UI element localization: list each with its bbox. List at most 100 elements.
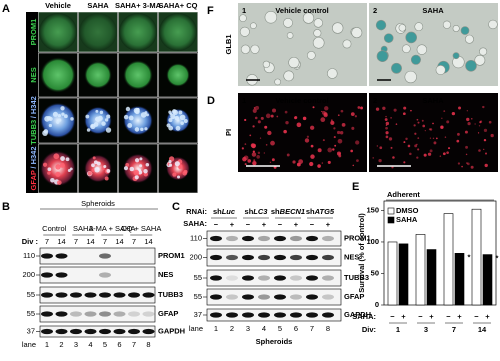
nucleus	[466, 117, 470, 122]
cell	[312, 36, 325, 49]
nucleus	[385, 124, 388, 126]
div-label: Div :	[22, 237, 38, 246]
group-label: Spheroids	[81, 199, 115, 208]
cell	[56, 180, 62, 185]
saha-sign: +	[230, 220, 235, 229]
column-header: SAHA+ 3-MA	[115, 1, 162, 10]
nucleus	[451, 111, 456, 116]
panel-letter: D	[207, 95, 215, 107]
cell	[91, 163, 95, 168]
nucleus	[388, 137, 393, 141]
lane-number: 5	[278, 324, 282, 333]
nucleus	[390, 146, 393, 149]
cell	[464, 34, 474, 44]
nucleus	[403, 141, 406, 144]
nucleus	[322, 139, 325, 142]
lane-label: lane	[22, 340, 36, 349]
column-header: SAHA	[87, 1, 109, 10]
cell	[398, 24, 407, 32]
image-number: 1	[242, 96, 246, 105]
cell	[90, 123, 96, 130]
nucleus	[372, 157, 375, 159]
nucleus	[253, 107, 256, 109]
nucleus	[379, 146, 383, 150]
cell	[313, 18, 323, 28]
protein-label: GFAP	[158, 309, 178, 318]
cell	[139, 157, 143, 161]
cell	[105, 127, 112, 133]
saha-sign: −	[214, 220, 219, 229]
nucleus	[478, 125, 481, 127]
legend-swatch	[387, 207, 395, 215]
nucleus	[448, 147, 451, 150]
nucleus	[423, 153, 427, 157]
nucleus	[446, 151, 449, 154]
nucleus	[474, 123, 476, 125]
nucleus	[244, 163, 247, 166]
row-label: PROM1	[29, 19, 38, 46]
protein-label: GAPDH	[158, 326, 185, 335]
legend-label: SAHA	[396, 215, 418, 224]
rnai-gene: ATG5	[314, 207, 335, 216]
cell	[168, 118, 173, 123]
band	[306, 235, 318, 242]
nucleus	[465, 153, 468, 156]
cell	[61, 112, 65, 116]
rnai-prefix: sh	[213, 207, 222, 216]
saha-sign: +	[326, 220, 331, 229]
rnai-label: RNAi:	[186, 207, 207, 216]
cell	[59, 162, 65, 168]
image-label: Vehicle control	[275, 96, 328, 105]
significance-mark: *	[496, 254, 499, 263]
band	[242, 275, 254, 281]
protein-label: NES	[344, 252, 359, 261]
cell	[143, 169, 148, 174]
nucleus	[484, 152, 488, 155]
kda-label: 55	[27, 309, 35, 318]
cell	[331, 22, 344, 34]
nucleus	[385, 115, 387, 118]
band	[99, 328, 111, 335]
cell	[375, 19, 387, 31]
band	[128, 311, 140, 317]
nucleus	[444, 136, 447, 138]
cell	[283, 18, 293, 28]
nucleus	[407, 144, 411, 148]
band	[99, 292, 111, 298]
nucleus	[352, 164, 355, 167]
nucleus	[360, 106, 363, 110]
band	[306, 275, 318, 281]
panel-letter: C	[172, 201, 180, 213]
row-label: GFAP / H342	[29, 146, 38, 190]
nucleus	[466, 162, 468, 164]
nucleus	[488, 120, 492, 124]
nucleus	[465, 145, 468, 149]
band	[242, 312, 254, 318]
band	[99, 272, 111, 278]
lane-number: 3	[246, 324, 250, 333]
kda-label: 110	[23, 251, 35, 260]
band	[242, 254, 254, 261]
nucleus	[382, 106, 386, 110]
nucleus	[309, 161, 314, 167]
nucleus	[416, 156, 419, 159]
panel-letter: A	[2, 3, 10, 15]
nucleus	[443, 110, 446, 113]
nucleus	[317, 148, 322, 153]
cell	[274, 78, 281, 86]
rnai-prefix: sh	[271, 207, 280, 216]
nucleus	[457, 162, 461, 165]
cell	[99, 110, 104, 115]
band	[70, 292, 82, 298]
cell	[174, 161, 180, 167]
lane-number: 5	[103, 340, 107, 349]
band	[55, 253, 68, 259]
band	[128, 292, 140, 298]
nucleus	[283, 129, 287, 134]
cell	[414, 22, 424, 32]
nucleus	[330, 120, 335, 125]
nucleus	[378, 158, 382, 163]
nucleus	[241, 147, 244, 150]
nucleus	[259, 137, 262, 139]
